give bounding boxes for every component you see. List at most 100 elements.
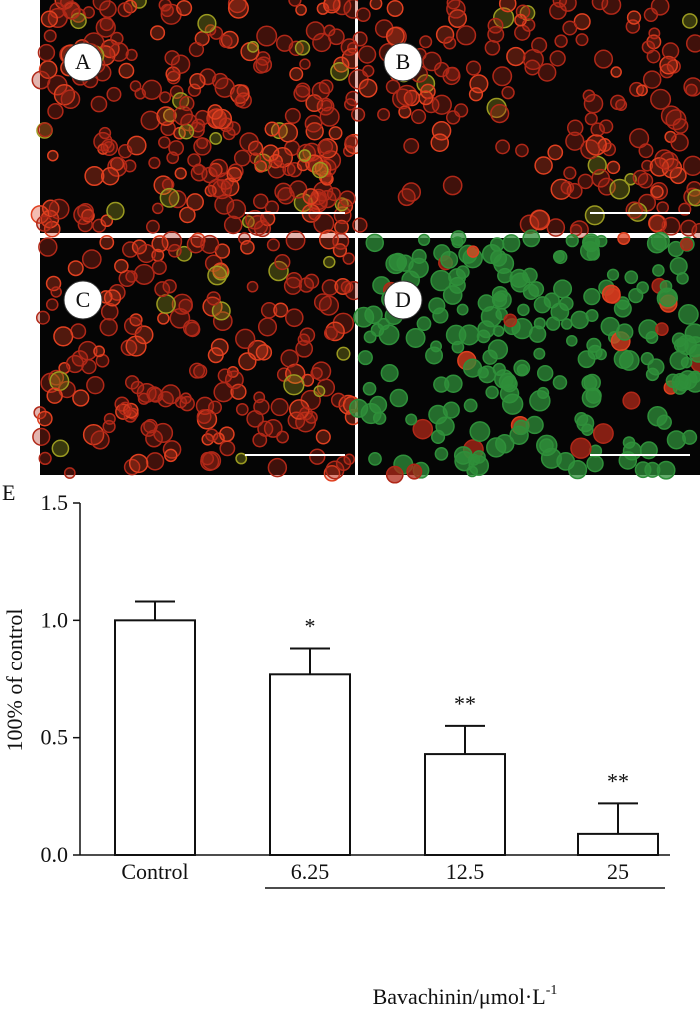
cell xyxy=(309,448,326,465)
cell xyxy=(348,398,369,418)
cell xyxy=(209,132,223,145)
cell xyxy=(648,214,666,232)
cell xyxy=(342,252,355,265)
cell xyxy=(129,80,142,92)
cell xyxy=(118,62,135,79)
cell xyxy=(599,119,614,134)
cell xyxy=(591,168,611,188)
cell xyxy=(353,306,375,328)
cell xyxy=(465,60,482,76)
cell xyxy=(160,3,174,18)
cell xyxy=(515,143,529,158)
cell xyxy=(468,455,490,476)
cell xyxy=(100,166,120,186)
cell xyxy=(431,94,452,115)
cell xyxy=(570,310,589,330)
cell xyxy=(145,429,163,448)
cell xyxy=(106,86,122,102)
cell xyxy=(151,259,167,275)
cell xyxy=(249,152,262,165)
cell xyxy=(665,373,681,388)
cell xyxy=(522,229,541,248)
cell xyxy=(446,0,466,19)
cell xyxy=(502,234,521,253)
cell xyxy=(478,365,497,384)
cell xyxy=(246,280,259,293)
cell xyxy=(340,38,359,56)
cell xyxy=(585,134,607,156)
cell xyxy=(257,317,278,337)
cell xyxy=(200,451,215,466)
cell xyxy=(531,37,548,54)
cell xyxy=(46,387,63,404)
cell xyxy=(487,25,505,43)
cell xyxy=(682,429,698,445)
cell xyxy=(570,437,592,459)
cell xyxy=(594,49,614,69)
cell xyxy=(255,344,273,361)
cell xyxy=(411,108,427,125)
cell xyxy=(99,317,118,337)
cell xyxy=(636,84,648,97)
cell xyxy=(514,13,527,27)
cell xyxy=(679,237,694,252)
cell xyxy=(565,131,585,151)
cell xyxy=(118,401,133,416)
cell xyxy=(276,430,289,444)
cell xyxy=(140,420,157,437)
cell xyxy=(321,279,339,296)
cell xyxy=(164,448,178,463)
cell xyxy=(506,46,526,67)
cell xyxy=(107,156,128,177)
cell xyxy=(416,316,432,332)
cell xyxy=(277,186,295,205)
y-tick-label: 1.5 xyxy=(41,490,69,515)
cell xyxy=(187,83,202,97)
cell xyxy=(295,4,307,16)
cell xyxy=(389,388,409,408)
panel-badge xyxy=(63,42,103,82)
cell xyxy=(463,398,478,413)
cell xyxy=(136,382,157,403)
cell xyxy=(227,0,247,14)
cell xyxy=(591,0,609,11)
cell xyxy=(223,215,243,235)
cell xyxy=(681,13,698,29)
cell xyxy=(63,467,76,479)
cell xyxy=(456,25,477,46)
cell xyxy=(210,338,229,357)
cell xyxy=(193,137,212,156)
cell xyxy=(419,35,433,49)
micrographs: A B C D xyxy=(30,0,700,484)
cell xyxy=(625,201,644,219)
cell xyxy=(405,413,418,426)
cell xyxy=(318,189,337,209)
cell xyxy=(641,40,656,54)
cell xyxy=(417,233,431,246)
cell xyxy=(260,302,278,319)
cell xyxy=(433,61,450,78)
cell xyxy=(333,206,352,225)
cell xyxy=(189,72,206,90)
cell xyxy=(622,436,636,449)
cell xyxy=(93,345,106,358)
cell xyxy=(117,144,133,159)
cell xyxy=(647,358,665,376)
cell xyxy=(239,132,259,152)
cell xyxy=(610,94,626,111)
cell xyxy=(319,106,340,127)
cell xyxy=(137,392,150,405)
cell xyxy=(332,232,350,250)
cell xyxy=(318,139,334,155)
cell xyxy=(77,340,98,361)
cell xyxy=(498,0,517,13)
panel-badge xyxy=(63,280,103,320)
x-axis-label-text: Bavachinin/μmol·L xyxy=(373,984,546,1009)
cell xyxy=(298,277,315,293)
cell xyxy=(159,91,172,104)
cell xyxy=(114,258,129,274)
cell xyxy=(240,240,255,255)
cell xyxy=(582,89,596,103)
cell xyxy=(680,356,693,369)
cell xyxy=(38,237,58,257)
